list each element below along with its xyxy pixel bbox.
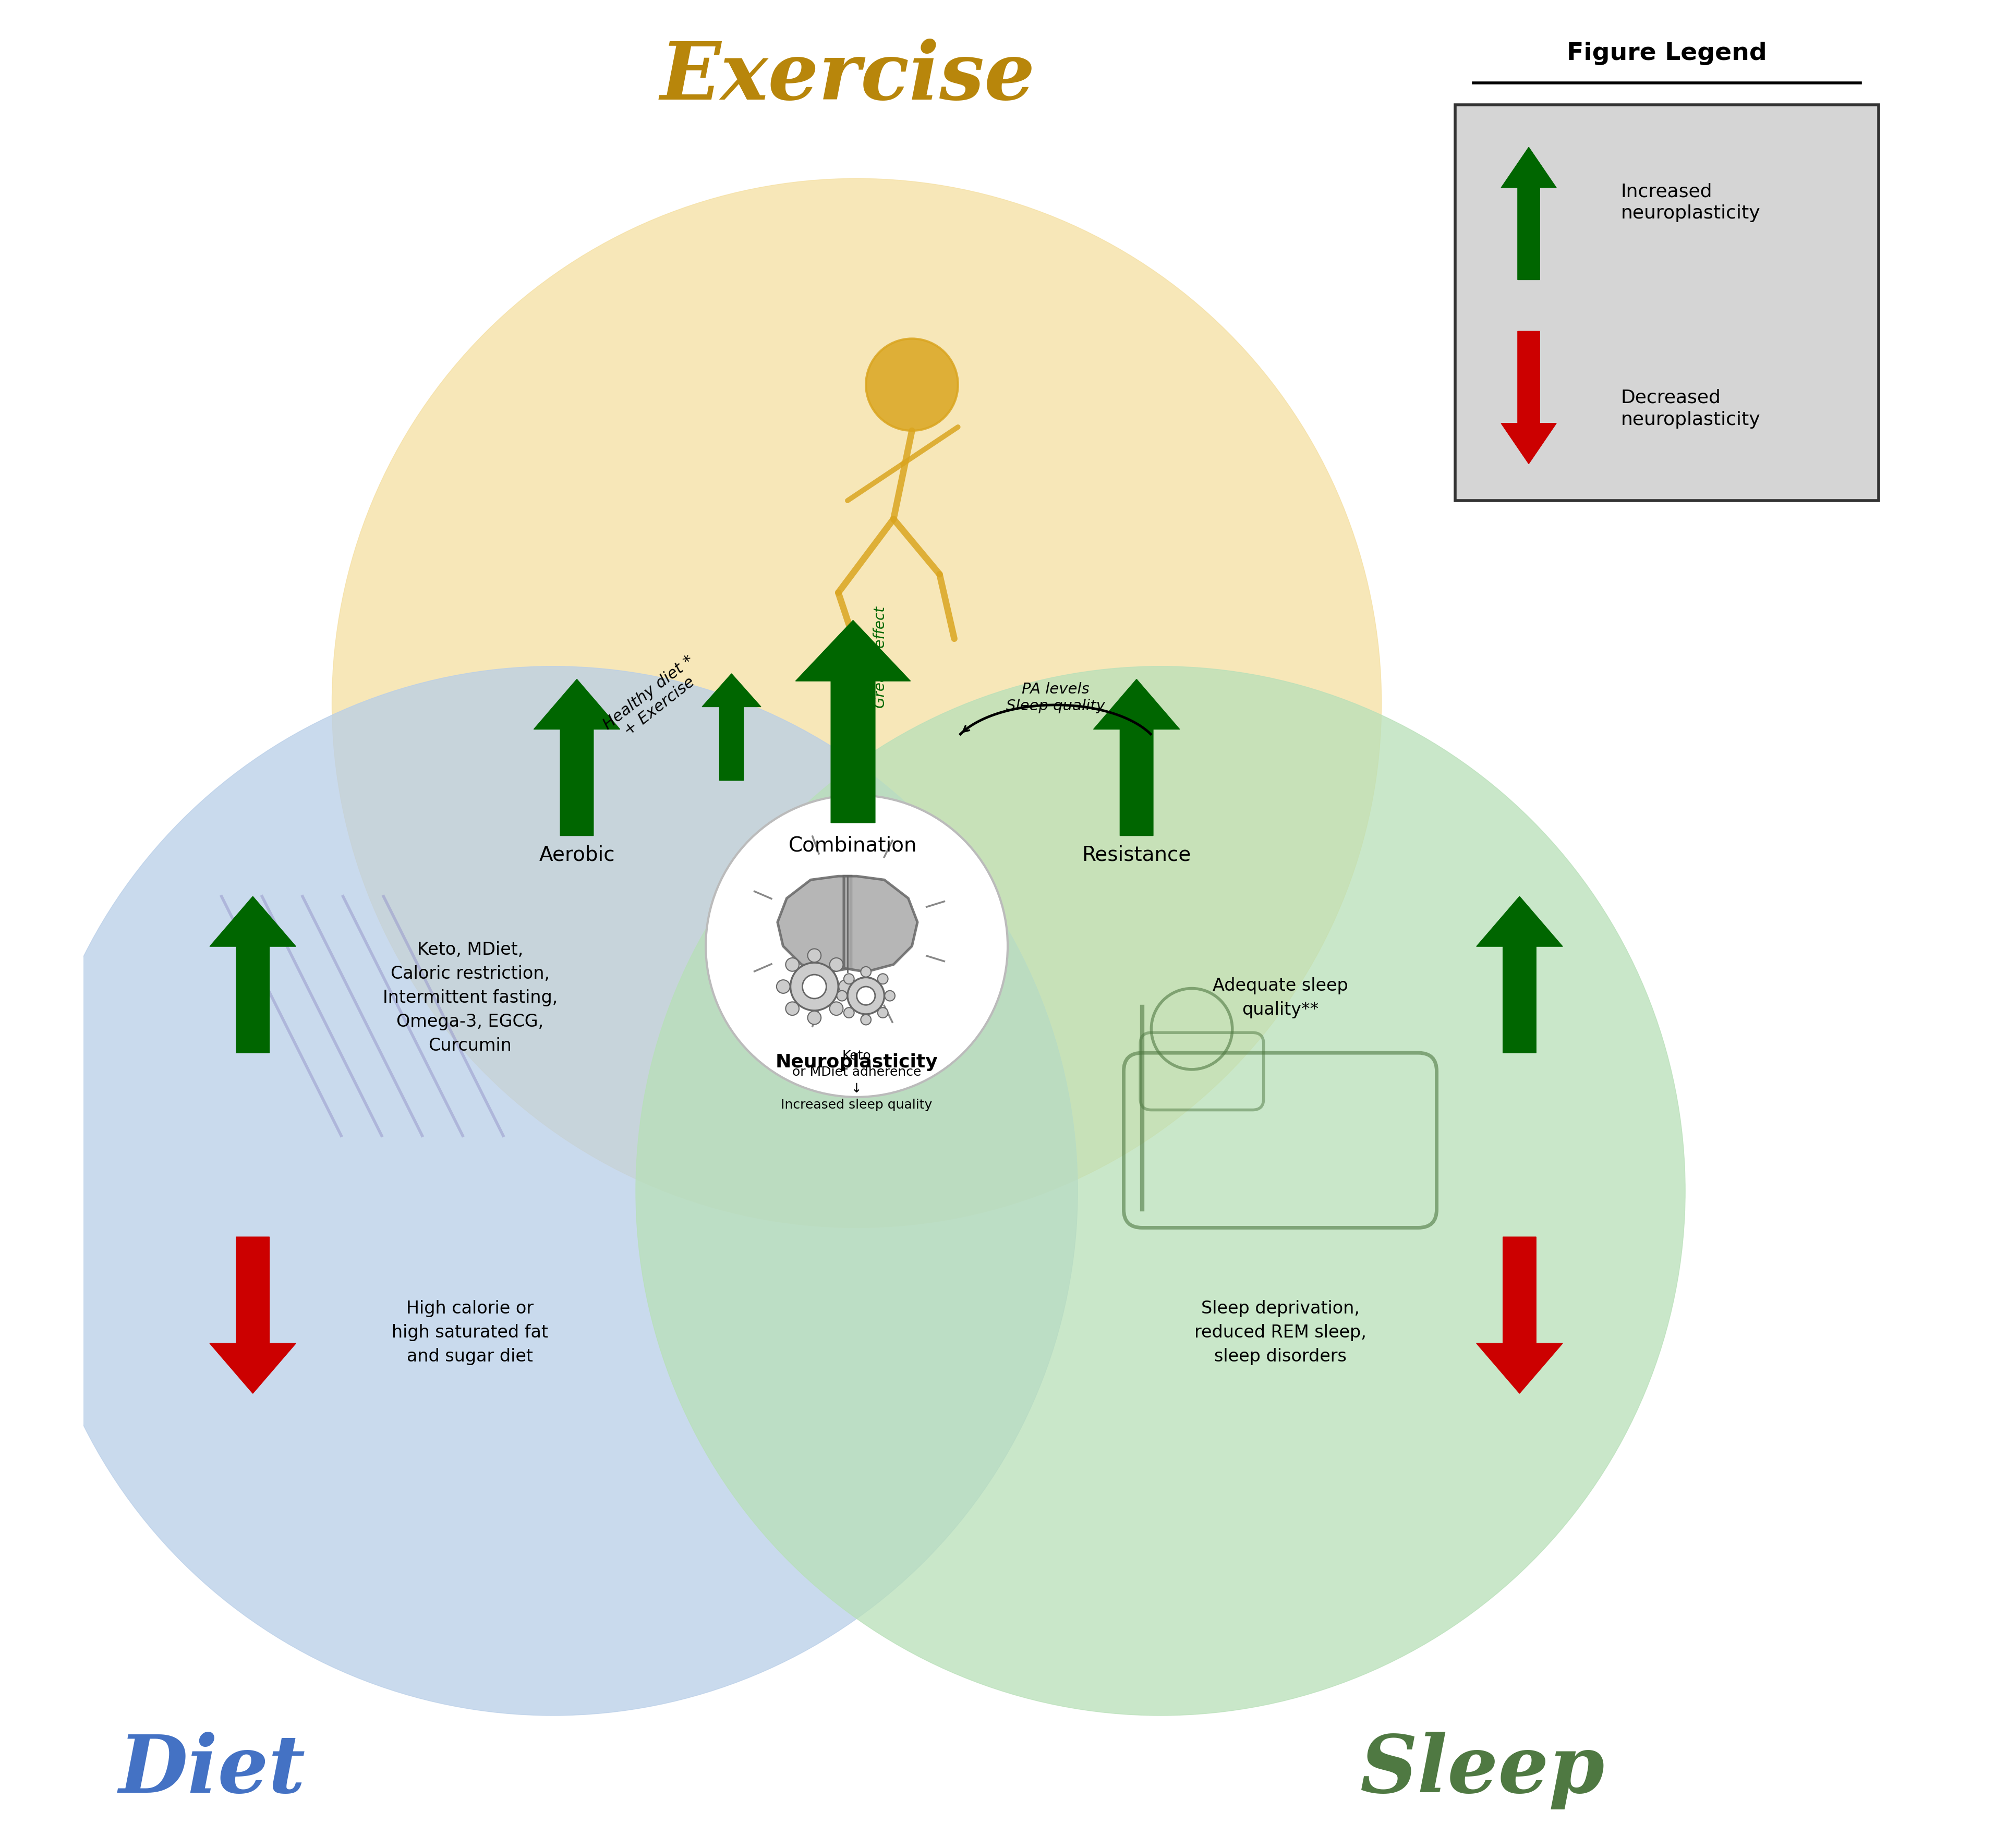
Text: Sleep deprivation,
reduced REM sleep,
sleep disorders: Sleep deprivation, reduced REM sleep, sl…	[1195, 1299, 1365, 1366]
FancyArrow shape	[1476, 896, 1562, 1053]
Circle shape	[777, 979, 789, 992]
Circle shape	[843, 974, 853, 983]
Circle shape	[803, 974, 827, 998]
FancyBboxPatch shape	[1456, 105, 1879, 501]
FancyArrow shape	[1476, 1236, 1562, 1393]
Circle shape	[886, 991, 896, 1002]
Text: Resistance: Resistance	[1082, 845, 1191, 865]
Circle shape	[28, 667, 1078, 1715]
Circle shape	[847, 978, 884, 1015]
Text: Greater effect: Greater effect	[873, 606, 888, 708]
Text: Keto, MDiet,
Caloric restriction,
Intermittent fasting,
Omega-3, EGCG,
Curcumin: Keto, MDiet, Caloric restriction, Interm…	[384, 941, 558, 1053]
Circle shape	[331, 179, 1382, 1227]
FancyArrow shape	[1094, 680, 1179, 835]
Text: High calorie or
high saturated fat
and sugar diet: High calorie or high saturated fat and s…	[392, 1299, 548, 1366]
FancyArrow shape	[209, 896, 295, 1053]
FancyArrow shape	[795, 621, 910, 822]
Text: Sleep: Sleep	[1359, 1732, 1604, 1809]
Circle shape	[865, 338, 958, 431]
Circle shape	[637, 667, 1685, 1715]
Text: Combination: Combination	[789, 835, 918, 856]
Text: Figure Legend: Figure Legend	[1566, 43, 1767, 65]
Text: Healthy diet *
+ Exercise: Healthy diet * + Exercise	[600, 652, 707, 747]
Text: Aerobic: Aerobic	[538, 845, 614, 865]
Circle shape	[843, 1007, 853, 1018]
Circle shape	[877, 1007, 888, 1018]
Circle shape	[829, 957, 843, 972]
Text: Adequate sleep
quality**: Adequate sleep quality**	[1213, 978, 1347, 1018]
Text: Exercise: Exercise	[661, 39, 1034, 116]
Circle shape	[785, 1002, 799, 1015]
Circle shape	[877, 974, 888, 983]
Text: Diet: Diet	[118, 1732, 305, 1809]
FancyArrow shape	[1502, 331, 1556, 464]
FancyArrow shape	[703, 675, 761, 780]
Polygon shape	[777, 876, 851, 972]
Circle shape	[705, 795, 1008, 1098]
Circle shape	[807, 1011, 821, 1024]
FancyArrow shape	[209, 1236, 295, 1393]
Text: PA levels
Sleep quality: PA levels Sleep quality	[1006, 682, 1104, 713]
Text: Keto
or MDiet adherence
↓
Increased sleep quality: Keto or MDiet adherence ↓ Increased slee…	[781, 1050, 932, 1111]
Polygon shape	[843, 876, 918, 972]
Text: Decreased
neuroplasticity: Decreased neuroplasticity	[1620, 388, 1761, 429]
Circle shape	[857, 987, 875, 1005]
Circle shape	[861, 967, 871, 978]
Text: Neuroplasticity: Neuroplasticity	[775, 1053, 938, 1072]
FancyArrow shape	[534, 680, 620, 835]
Circle shape	[791, 963, 837, 1011]
FancyArrow shape	[1502, 148, 1556, 279]
Circle shape	[829, 1002, 843, 1015]
Circle shape	[839, 979, 851, 992]
Circle shape	[861, 1015, 871, 1026]
Circle shape	[837, 991, 847, 1002]
Text: Increased
neuroplasticity: Increased neuroplasticity	[1620, 183, 1761, 222]
Circle shape	[807, 948, 821, 963]
Circle shape	[785, 957, 799, 972]
